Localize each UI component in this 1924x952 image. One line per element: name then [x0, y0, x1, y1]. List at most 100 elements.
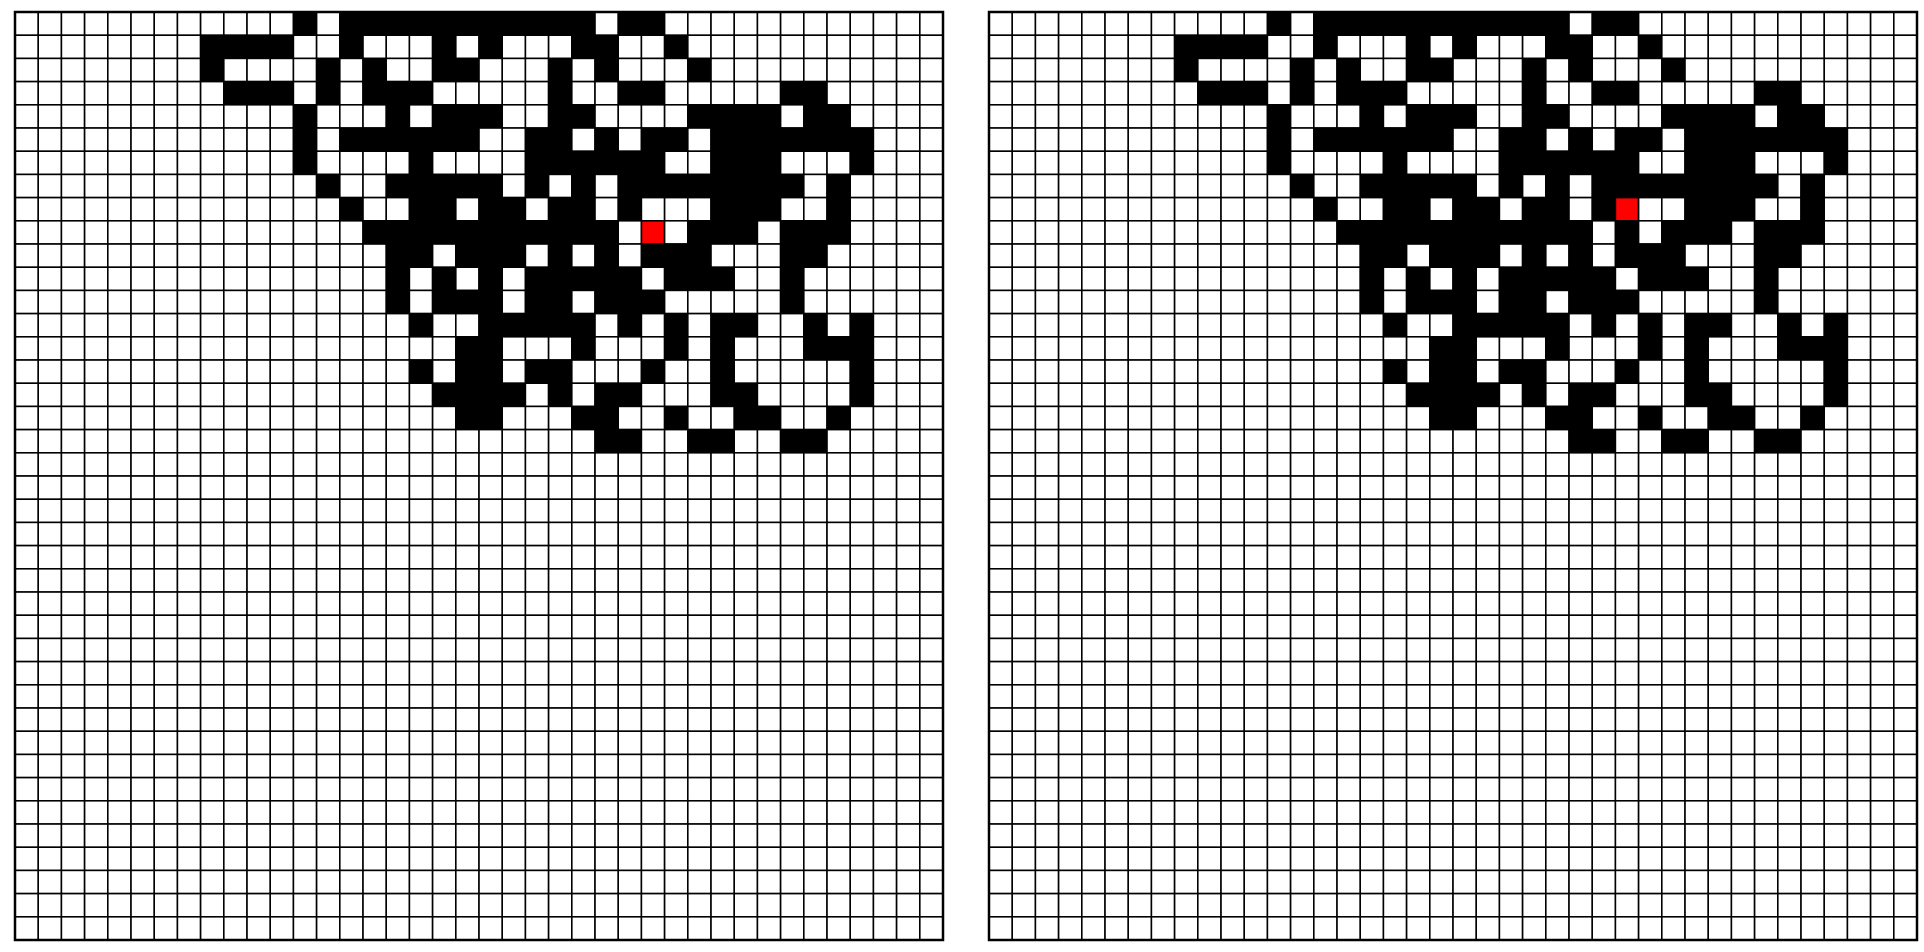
white-cell: [1498, 869, 1524, 895]
white-cell: [1545, 544, 1570, 570]
white-cell: [1475, 173, 1501, 199]
white-cell: [849, 266, 875, 292]
white-cell: [130, 220, 156, 245]
white-cell: [1614, 475, 1640, 501]
white-cell: [501, 637, 527, 663]
white-cell: [315, 660, 341, 686]
white-cell: [1753, 196, 1779, 222]
white-cell: [408, 266, 434, 292]
white-cell: [1521, 335, 1547, 361]
white-cell: [1011, 776, 1037, 802]
white-cell: [408, 591, 434, 617]
white-cell: [269, 544, 295, 570]
black-cell: [594, 220, 620, 245]
white-cell: [1753, 521, 1779, 547]
white-cell: [1475, 753, 1501, 779]
white-cell: [269, 359, 295, 385]
white-cell: [362, 289, 388, 315]
white-cell: [1846, 707, 1872, 733]
white-cell: [199, 544, 225, 570]
white-cell: [292, 243, 318, 269]
black-cell: [385, 104, 411, 129]
black-cell: [1336, 127, 1362, 153]
white-cell: [1846, 80, 1872, 106]
white-cell: [1220, 637, 1246, 663]
white-cell: [1197, 57, 1222, 83]
white-cell: [895, 707, 921, 733]
white-cell: [1220, 614, 1246, 640]
white-cell: [246, 915, 272, 941]
white-cell: [14, 127, 40, 153]
white-cell: [1266, 335, 1292, 361]
white-cell: [1359, 707, 1385, 733]
white-cell: [1475, 846, 1501, 872]
white-cell: [1846, 289, 1872, 315]
white-cell: [1104, 359, 1130, 385]
white-cell: [1220, 220, 1246, 245]
white-cell: [1057, 660, 1083, 686]
white-cell: [107, 34, 132, 60]
white-cell: [176, 359, 202, 385]
white-cell: [1591, 799, 1617, 825]
white-cell: [663, 475, 689, 501]
white-cell: [83, 289, 109, 315]
white-cell: [315, 312, 341, 338]
white-cell: [1197, 150, 1222, 176]
white-cell: [570, 428, 596, 454]
white-cell: [362, 869, 388, 895]
white-cell: [872, 660, 898, 686]
white-cell: [501, 57, 527, 83]
white-cell: [710, 799, 736, 825]
white-cell: [130, 869, 156, 895]
white-cell: [176, 683, 202, 709]
white-cell: [1220, 521, 1246, 547]
white-cell: [1057, 405, 1083, 431]
white-cell: [1823, 683, 1849, 709]
white-cell: [1452, 869, 1478, 895]
white-cell: [617, 660, 643, 686]
black-cell: [524, 266, 550, 292]
white-cell: [1034, 846, 1060, 872]
white-cell: [872, 382, 898, 408]
white-cell: [1800, 34, 1826, 60]
white-cell: [1382, 660, 1408, 686]
black-cell: [1661, 57, 1686, 83]
white-cell: [1104, 637, 1130, 663]
white-cell: [1846, 823, 1872, 849]
white-cell: [1568, 846, 1594, 872]
black-cell: [454, 57, 480, 83]
white-cell: [14, 776, 40, 802]
white-cell: [1869, 266, 1895, 292]
white-cell: [362, 892, 388, 918]
white-cell: [1173, 683, 1199, 709]
white-cell: [1197, 382, 1222, 408]
black-cell: [1382, 11, 1408, 37]
white-cell: [1359, 614, 1385, 640]
white-cell: [1614, 104, 1640, 129]
white-cell: [849, 289, 875, 315]
white-cell: [83, 915, 109, 941]
white-cell: [269, 220, 295, 245]
white-cell: [710, 846, 736, 872]
white-cell: [1173, 707, 1199, 733]
white-cell: [501, 266, 527, 292]
white-cell: [1800, 312, 1826, 338]
white-cell: [570, 799, 596, 825]
white-cell: [918, 266, 944, 292]
white-cell: [1869, 196, 1895, 222]
black-cell: [1707, 173, 1733, 199]
black-cell: [1707, 127, 1733, 153]
white-cell: [83, 243, 109, 269]
white-cell: [223, 405, 248, 431]
white-cell: [918, 660, 944, 686]
white-cell: [269, 567, 295, 593]
white-cell: [1730, 892, 1756, 918]
white-cell: [1753, 637, 1779, 663]
white-cell: [1382, 498, 1408, 524]
white-cell: [246, 823, 272, 849]
white-cell: [1823, 823, 1849, 849]
white-cell: [1081, 289, 1106, 315]
white-cell: [1313, 753, 1338, 779]
white-cell: [918, 150, 944, 176]
black-cell: [663, 335, 689, 361]
